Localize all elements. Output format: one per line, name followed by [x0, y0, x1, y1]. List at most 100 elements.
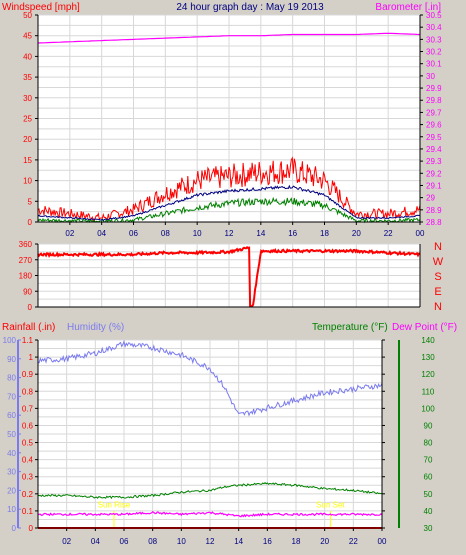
y-tick-label: 30: [23, 94, 32, 103]
humidity-tick-label: 60: [7, 411, 16, 420]
rain-tick-label: 0.2: [22, 490, 34, 499]
y-tick-label: 25: [23, 115, 32, 124]
rain-tick-label: 0.7: [22, 404, 34, 413]
y-tick-label: 20: [23, 135, 32, 144]
y-tick-label: 15: [23, 156, 32, 165]
y-tick-label-right: 29.1: [426, 181, 442, 190]
wind-avg-series: [37, 184, 421, 221]
temperature-tick-label: 80: [424, 439, 433, 448]
humidity-axis-title: Humidity (%): [67, 322, 124, 333]
x-tick-label: 10: [193, 229, 202, 238]
temperature-axis-title: Temperature (°F): [312, 322, 388, 333]
x-tick-label: 12: [206, 537, 215, 546]
compass-label: S: [434, 271, 441, 283]
y-tick-label-right: 29.2: [426, 169, 442, 178]
humidity-tick-label: 0: [12, 524, 17, 533]
x-tick-label: 14: [234, 537, 243, 546]
rain-tick-label: 0: [29, 524, 34, 533]
temp-axes: 0 0.1 0.2 0.3 0.4 0.5 0.6 0.7 0.8 0.9 1 1.1 0 10 20 30 4…: [3, 336, 436, 546]
compass-label: N: [434, 301, 442, 313]
humidity-tick-label: 40: [7, 449, 16, 458]
x-tick-label: 16: [263, 537, 272, 546]
x-tick-label: 16: [288, 229, 297, 238]
y-tick-label-right: 30.2: [426, 48, 442, 57]
x-tick-label: 08: [148, 537, 157, 546]
x-tick-label: 04: [97, 229, 106, 238]
x-tick-label: 00: [378, 537, 387, 546]
y-tick-label-right: 29.9: [426, 84, 442, 93]
x-tick-label: 18: [292, 537, 301, 546]
y-tick-label-right: 30: [426, 72, 435, 81]
humidity-tick-label: 70: [7, 392, 16, 401]
rain-tick-label: 0.8: [22, 387, 34, 396]
y-tick-label: 0: [28, 218, 33, 227]
x-tick-label: 22: [384, 229, 393, 238]
direction-series: [37, 245, 421, 308]
y-tick-label-right: 29.4: [426, 145, 442, 154]
temperature-tick-label: 70: [424, 456, 433, 465]
x-tick-label: 00: [416, 229, 425, 238]
compass-label: N: [434, 241, 442, 253]
y-tick-label-right: 29.3: [426, 157, 442, 166]
temperature-tick-label: 90: [424, 421, 433, 430]
temperature-series: [37, 482, 383, 500]
rain-tick-label: 0.4: [22, 456, 34, 465]
y-tick-label: 10: [23, 177, 32, 186]
x-tick-label: 04: [91, 537, 100, 546]
chart-title: 24 hour graph day : May 19 2013: [176, 2, 324, 13]
humidity-tick-label: 30: [7, 468, 16, 477]
y-tick-label: 360: [19, 240, 33, 249]
y-tick-label: 90: [23, 287, 32, 296]
rain-tick-label: 0.9: [22, 370, 34, 379]
compass-label: E: [434, 286, 441, 298]
rain-tick-label: 1: [29, 353, 34, 362]
x-tick-label: 08: [161, 229, 170, 238]
temperature-tick-label: 60: [424, 473, 433, 482]
wind-axis-title: Windspeed [mph]: [2, 2, 80, 13]
rain-axis-title: Rainfall (.in): [2, 322, 55, 333]
x-tick-label: 06: [129, 229, 138, 238]
x-tick-label: 06: [120, 537, 129, 546]
rain-tick-label: 0.6: [22, 421, 34, 430]
humidity-tick-label: 50: [7, 430, 16, 439]
temperature-tick-label: 140: [421, 336, 435, 345]
wind-gust-series: [37, 156, 421, 222]
wind-axes: 0 5 10 15 20 25 30 35 40 45 50 28.8 28.9 29 29.1 29.2 29…: [23, 11, 442, 238]
y-tick-label-right: 29.8: [426, 96, 442, 105]
dewpoint-series: [37, 511, 383, 518]
wind-low-series: [37, 196, 421, 224]
y-tick-label-right: 29.5: [426, 133, 442, 142]
temperature-tick-label: 130: [421, 353, 435, 362]
y-tick-label-right: 30.1: [426, 60, 442, 69]
x-tick-label: 14: [256, 229, 265, 238]
rain-tick-label: 0.1: [22, 507, 34, 516]
rain-tick-label: 1.1: [22, 336, 34, 345]
rain-tick-label: 0.5: [22, 439, 34, 448]
humidity-series: [37, 339, 383, 417]
wind-series: [37, 32, 421, 224]
y-tick-label: 5: [28, 197, 33, 206]
y-tick-label-right: 28.9: [426, 206, 442, 215]
x-tick-label: 18: [320, 229, 329, 238]
humidity-tick-label: 10: [7, 505, 16, 514]
temperature-tick-label: 120: [421, 370, 435, 379]
y-tick-label-right: 28.8: [426, 218, 442, 227]
x-tick-label: 12: [225, 229, 234, 238]
humidity-tick-label: 100: [3, 336, 17, 345]
sunset-label: Sun Set: [316, 500, 345, 509]
y-tick-label: 0: [28, 303, 33, 312]
temperature-tick-label: 100: [421, 404, 435, 413]
humidity-tick-label: 80: [7, 374, 16, 383]
x-tick-label: 10: [177, 537, 186, 546]
x-tick-label: 20: [320, 537, 329, 546]
baro-axis-title: Barometer [.in]: [375, 2, 441, 13]
y-tick-label: 40: [23, 52, 32, 61]
y-tick-label-right: 30.4: [426, 23, 442, 32]
barometer-series: [37, 32, 421, 44]
y-tick-label-right: 30.3: [426, 35, 442, 44]
y-tick-label: 180: [19, 272, 33, 281]
y-tick-label: 270: [19, 256, 33, 265]
sunrise-label: Sun Rise: [98, 500, 131, 509]
x-tick-label: 02: [65, 229, 74, 238]
wind-grid: [38, 14, 421, 223]
